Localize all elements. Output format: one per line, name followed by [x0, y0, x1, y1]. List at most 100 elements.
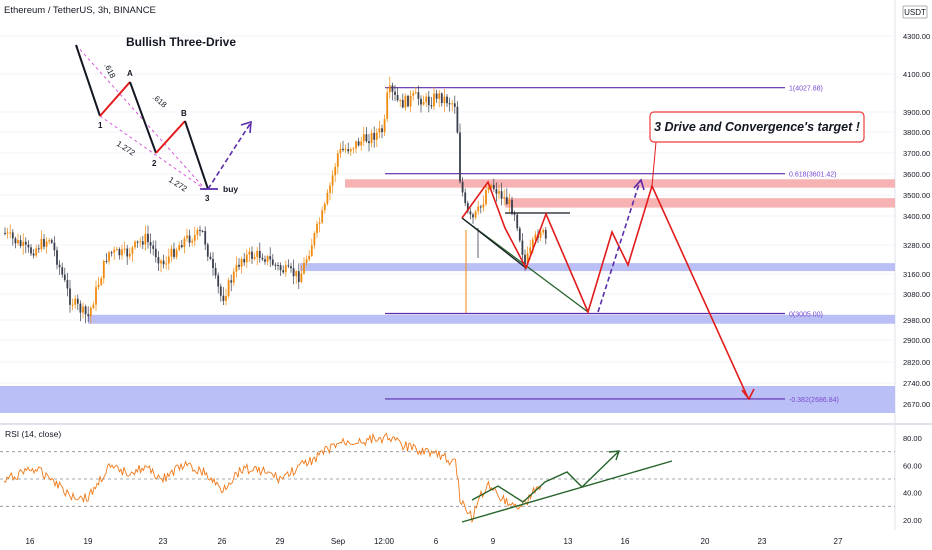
candle-body	[498, 191, 500, 194]
wedge-line	[461, 217, 527, 269]
candle-body	[511, 199, 513, 214]
candle-body	[24, 241, 27, 245]
candle-body	[134, 241, 136, 248]
price-tick-label: 2740.00	[903, 379, 930, 388]
candle-body	[401, 99, 404, 108]
fib-level-label: 1(4027.88)	[789, 86, 823, 93]
target-callout-box[interactable]	[649, 111, 865, 143]
projected-path	[461, 180, 749, 399]
candle-body	[513, 213, 516, 215]
candle-body	[217, 275, 220, 287]
price-tick-label: 4300.00	[903, 32, 930, 41]
candle-body	[308, 255, 311, 260]
support-zone	[88, 314, 895, 324]
candle-body	[89, 307, 92, 317]
candle-body	[271, 259, 274, 265]
candle-body	[440, 93, 443, 104]
time-tick-label: 29	[276, 537, 285, 546]
candle-body	[53, 242, 56, 251]
pattern-point-label: 3	[205, 194, 210, 203]
candle-body	[108, 252, 110, 262]
time-axis[interactable]: 16 19 23 26 29 Sep 12:00 6 9 13 16 20 23 27	[26, 537, 843, 546]
candle-body	[95, 287, 97, 305]
arrow-head	[608, 450, 621, 461]
candle-body	[466, 203, 469, 212]
time-tick-label: 27	[834, 537, 843, 546]
candle-body	[435, 93, 438, 99]
candle-body	[118, 249, 121, 256]
candle-body	[287, 265, 290, 267]
candle-body	[110, 252, 113, 254]
candle-body	[425, 96, 428, 103]
candle-body	[4, 232, 6, 234]
price-tick-label: 2820.00	[903, 358, 930, 367]
candle-body	[290, 266, 292, 269]
candle-body	[542, 230, 545, 233]
candle-body	[222, 295, 225, 301]
candle-body	[238, 264, 240, 267]
candle-body	[206, 244, 209, 257]
price-pane[interactable]	[0, 0, 895, 418]
candle-body	[430, 105, 433, 107]
candle-body	[409, 95, 412, 107]
candle-body	[495, 189, 498, 194]
fib-level-label: 0.618(3601.42)	[789, 172, 836, 179]
candle-body	[204, 231, 207, 245]
time-tick-label: 6	[434, 537, 439, 546]
candle-body	[227, 280, 230, 297]
currency-badge-box[interactable]	[902, 5, 928, 19]
target-callout: 3 Drive and Convergence's target !	[654, 120, 860, 134]
candle-body	[534, 234, 537, 240]
ratio-dashed-line	[75, 44, 207, 191]
pattern-point-label: 2	[152, 159, 157, 168]
price-axis[interactable]: 4300.00 4100.00 3900.00 3800.00 3700.00 3600.…	[903, 32, 930, 409]
candle-body	[170, 248, 173, 257]
currency-badge[interactable]: USDT	[904, 8, 926, 17]
candle-body	[477, 206, 480, 212]
candle-body	[58, 264, 61, 268]
time-tick-label: 23	[159, 537, 168, 546]
candle-body	[141, 241, 144, 245]
pattern-point-label: 1	[98, 121, 103, 130]
candle-body	[79, 303, 82, 313]
candle-body	[264, 259, 266, 262]
candle-body	[344, 149, 347, 151]
candle-body	[284, 265, 287, 273]
rsi-tick-label: 60.00	[903, 461, 922, 470]
candle-body	[84, 306, 87, 315]
candle-body	[219, 286, 222, 296]
time-tick-label: Sep	[331, 537, 346, 546]
candle-body	[407, 95, 409, 107]
candle-body	[352, 148, 355, 150]
resistance-zone	[505, 198, 895, 208]
candle-body	[139, 241, 142, 243]
candle-body	[487, 187, 490, 191]
candle-body	[516, 214, 519, 229]
pattern-title: Bullish Three-Drive	[126, 35, 236, 49]
price-tick-label: 3500.00	[903, 191, 930, 200]
candle-body	[336, 153, 339, 167]
projection-arrow	[597, 180, 641, 313]
candle-body	[235, 264, 238, 272]
projection-arrow	[207, 123, 251, 190]
candle-body	[370, 132, 373, 144]
time-tick-label: 16	[621, 537, 630, 546]
candle-body	[199, 229, 201, 232]
candle-body	[456, 106, 459, 133]
candle-body	[469, 211, 472, 215]
fib-level-label: -0.382(2686.84)	[789, 397, 839, 404]
arrow-head	[633, 178, 645, 191]
candle-body	[539, 232, 542, 238]
candle-body	[388, 85, 391, 93]
candle-body	[183, 238, 186, 248]
candle-body	[149, 242, 152, 246]
candle-body	[279, 265, 282, 271]
candle-body	[35, 248, 38, 256]
candle-body	[417, 92, 420, 99]
candle-body	[175, 250, 178, 257]
rsi-pane[interactable]	[0, 425, 895, 530]
candle-body	[362, 134, 365, 142]
callout-pointer	[651, 141, 657, 187]
time-tick-label: 12:00	[374, 537, 395, 546]
